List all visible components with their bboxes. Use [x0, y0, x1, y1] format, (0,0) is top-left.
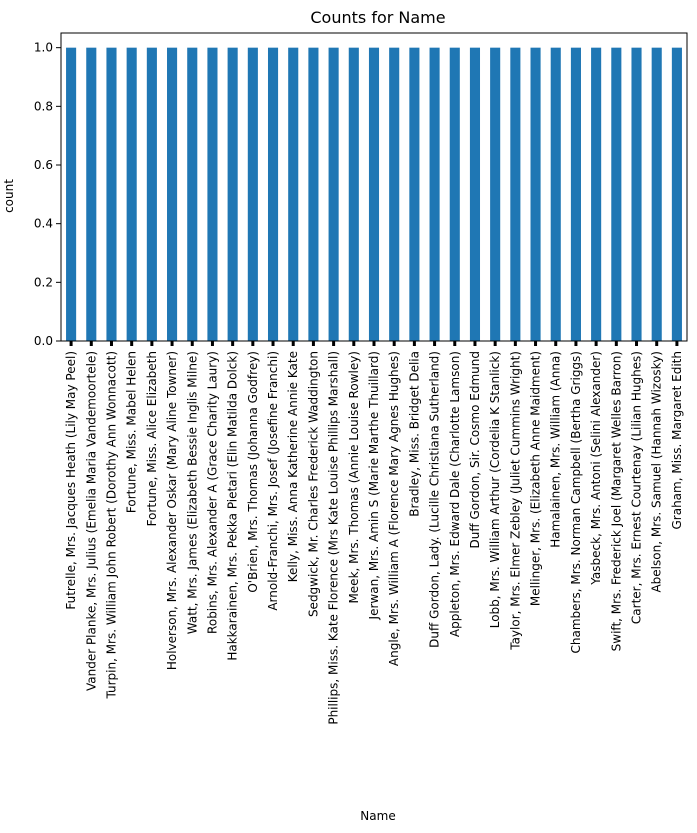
x-tick-label: Futrelle, Mrs. Jacques Heath (Lily May P…: [64, 351, 78, 610]
y-tick-label: 0.8: [34, 99, 53, 113]
x-tick-label: Turpin, Mrs. William John Robert (Doroth…: [104, 351, 118, 700]
y-tick-label: 1.0: [34, 41, 53, 55]
bar: [510, 47, 521, 342]
bar: [288, 47, 299, 342]
bar: [146, 47, 157, 342]
x-tick-label: Fortune, Miss. Alice Elizabeth: [145, 351, 159, 526]
x-tick-label: Vander Planke, Mrs. Julius (Emelia Maria…: [84, 351, 98, 691]
y-tick-label: 0.4: [34, 217, 53, 231]
x-tick-label: Robins, Mrs. Alexander A (Grace Charity …: [205, 351, 219, 634]
bar: [409, 47, 420, 342]
x-tick-label: Arnold-Franchi, Mrs. Josef (Josefine Fra…: [266, 351, 280, 611]
bars-group: [66, 47, 682, 342]
bar: [207, 47, 218, 342]
y-tick-label: 0.6: [34, 158, 53, 172]
bar: [267, 47, 279, 342]
x-tick-label: Carter, Mrs. Ernest Courtenay (Lilian Hu…: [630, 351, 644, 624]
x-tick-label: Taylor, Mrs. Elmer Zebley (Juliet Cummin…: [508, 351, 522, 651]
x-tick-label: O'Brien, Mrs. Thomas (Johanna Godfrey): [246, 351, 260, 593]
bar: [368, 47, 380, 342]
bar: [671, 47, 682, 342]
x-tick-label: Meek, Mrs. Thomas (Annie Louise Rowley): [347, 351, 361, 604]
x-tick-label: Watt, Mrs. James (Elizabeth Bessie Ingli…: [185, 351, 199, 634]
bar: [530, 47, 541, 342]
x-tick-label: Chambers, Mrs. Norman Campbell (Bertha G…: [569, 351, 583, 653]
bar: [611, 47, 622, 342]
x-tick-label: Holverson, Mrs. Alexander Oskar (Mary Al…: [165, 351, 179, 670]
x-tick-label: Angle, Mrs. William A (Florence Mary Agn…: [387, 351, 401, 666]
x-axis-label: Name: [360, 809, 395, 823]
x-tick-label: Bradley, Miss. Bridget Delia: [407, 351, 421, 517]
bar: [490, 47, 501, 342]
x-tick-label: Appleton, Mrs. Edward Dale (Charlotte La…: [448, 351, 462, 637]
bar: [429, 47, 440, 342]
x-tick-label: Phillips, Miss. Kate Florence (Mrs Kate …: [327, 351, 341, 725]
x-tick-label: Swift, Mrs. Frederick Joel (Margaret Wel…: [609, 351, 623, 651]
bar: [570, 47, 581, 342]
bar: [247, 47, 258, 342]
bar: [348, 47, 359, 342]
x-tick-label: Kelly, Miss. Anna Katherine Annie Kate: [286, 351, 300, 582]
x-tick-labels: Futrelle, Mrs. Jacques Heath (Lily May P…: [64, 341, 684, 725]
bar: [66, 47, 77, 342]
x-tick-label: Mellinger, Mrs. (Elizabeth Anne Maidment…: [529, 351, 543, 606]
x-tick-label: Yasbeck, Mrs. Antoni (Selini Alexander): [589, 351, 603, 586]
chart-title: Counts for Name: [310, 8, 445, 27]
bar: [328, 47, 339, 342]
x-tick-label: Hakkarainen, Mrs. Pekka Pietari (Elin Ma…: [226, 351, 240, 661]
bar: [308, 47, 319, 342]
bar: [449, 47, 460, 342]
x-tick-label: Abelson, Mrs. Samuel (Hannah Wizosky): [650, 351, 664, 593]
x-tick-label: Duff Gordon, Lady. (Lucille Christiana S…: [428, 351, 442, 648]
x-tick-label: Fortune, Miss. Mabel Helen: [125, 351, 139, 513]
bar: [591, 47, 602, 342]
x-tick-label: Hamalainen, Mrs. William (Anna): [549, 351, 563, 548]
bar: [550, 47, 561, 342]
bar: [126, 47, 137, 342]
bar: [389, 47, 400, 342]
y-tick-label: 0.2: [34, 275, 53, 289]
x-tick-label: Jerwan, Mrs. Amin S (Marie Marthe Thuill…: [367, 351, 381, 620]
x-tick-label: Sedgwick, Mr. Charles Frederick Waddingt…: [306, 351, 320, 617]
x-tick-label: Lobb, Mrs. William Arthur (Cordelia K St…: [488, 351, 502, 628]
plot-frame: [60, 32, 688, 342]
y-axis-label: count: [2, 179, 16, 213]
y-tick-label: 0.0: [34, 334, 53, 348]
bar: [86, 47, 97, 342]
bar: [167, 47, 178, 342]
bar: [469, 47, 481, 342]
bar: [106, 47, 117, 342]
x-tick-label: Duff Gordon, Sir. Cosmo Edmund: [468, 351, 482, 548]
y-axis: 0.0 0.2 0.4 0.6 0.8 1.0: [34, 41, 61, 348]
bar: [187, 47, 198, 342]
bar: [227, 47, 238, 342]
bar: [631, 47, 642, 342]
x-tick-label: Graham, Miss. Margaret Edith: [670, 351, 684, 530]
bar: [651, 47, 662, 342]
